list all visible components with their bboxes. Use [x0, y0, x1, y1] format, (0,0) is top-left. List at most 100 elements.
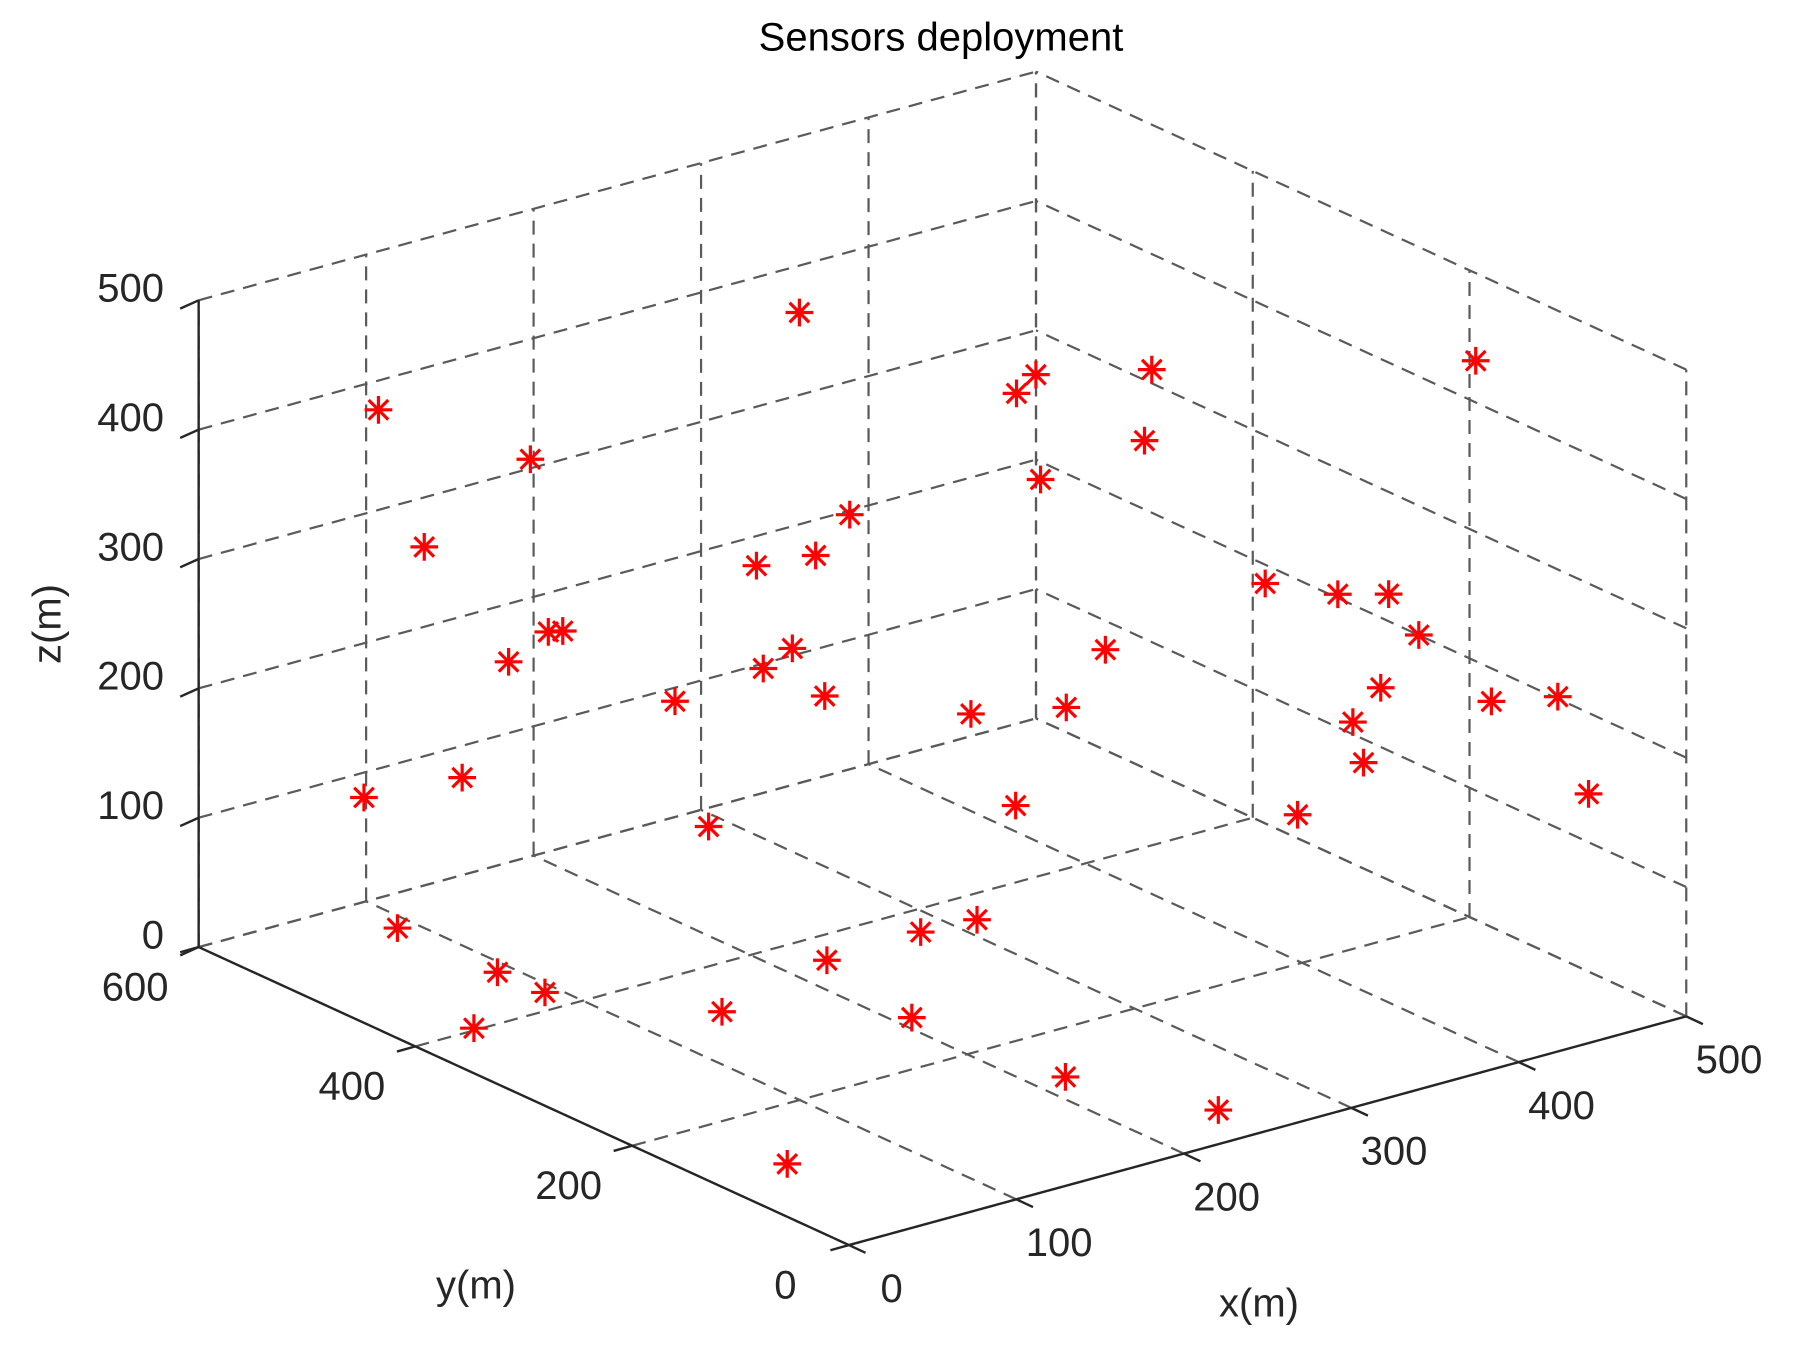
sensor-point — [801, 541, 830, 570]
sensor-point — [1461, 346, 1490, 375]
z-tick-label: 400 — [97, 396, 164, 440]
sensor-point — [516, 445, 545, 474]
z-tick-label: 300 — [97, 525, 164, 569]
sensor-point — [350, 783, 378, 812]
sensor-point — [1477, 687, 1506, 716]
grid-line — [1035, 70, 1687, 371]
z-tick — [179, 557, 200, 569]
sensor-point — [835, 500, 864, 529]
sensor-point — [1251, 569, 1280, 598]
sensor-point — [1349, 748, 1378, 777]
sensor-point — [813, 946, 841, 975]
z-tick-label: 500 — [97, 267, 164, 311]
z-tick — [179, 945, 200, 957]
sensor-point — [448, 763, 477, 792]
sensor-point — [1137, 355, 1166, 384]
sensor-point — [410, 533, 439, 561]
y-axis-label: y(m) — [436, 1264, 516, 1308]
z-tick-label: 100 — [97, 784, 164, 828]
sensor-point — [1404, 621, 1433, 649]
sensor-point — [1091, 635, 1120, 664]
sensor-point — [1026, 465, 1055, 494]
y-tick-label: 0 — [774, 1263, 796, 1307]
z-tick-label: 200 — [97, 655, 164, 699]
sensor-point — [708, 997, 736, 1026]
y-tick — [830, 1243, 850, 1252]
z-tick — [179, 299, 200, 310]
sensor-point — [1051, 1063, 1080, 1091]
x-tick-label: 0 — [881, 1267, 903, 1311]
grid-line — [198, 717, 1037, 949]
sensor-point — [531, 978, 559, 1007]
y-tick-label: 600 — [102, 965, 169, 1009]
grid-line — [198, 70, 1037, 302]
sensor-point — [694, 812, 723, 841]
grid-line — [198, 199, 1037, 431]
z-tick-label: 0 — [142, 913, 164, 957]
grid-line — [868, 763, 1520, 1064]
sensor-point — [483, 958, 512, 987]
sensor-point — [1323, 580, 1352, 609]
sensor-point — [1339, 708, 1367, 736]
sensor-point — [1130, 426, 1159, 455]
x-tick — [1015, 1198, 1034, 1209]
sensor-point — [749, 654, 778, 683]
x-tick-label: 400 — [1528, 1084, 1595, 1128]
x-tick-label: 500 — [1696, 1038, 1763, 1082]
y-axis-line — [198, 945, 850, 1247]
x-tick-label: 300 — [1361, 1130, 1428, 1174]
grid-line — [198, 587, 1037, 819]
sensor-point — [1022, 360, 1050, 389]
sensor-point — [1002, 379, 1031, 408]
x-tick — [1685, 1015, 1704, 1026]
sensor-point — [963, 905, 991, 934]
sensor-point — [364, 395, 393, 424]
y-tick-label: 200 — [535, 1164, 602, 1208]
grid-line — [1035, 458, 1687, 759]
sensor-point — [661, 687, 689, 716]
sensor-point — [1366, 673, 1395, 702]
sensor-point — [773, 1150, 802, 1178]
grid-line — [1035, 329, 1687, 630]
sensor-point — [494, 647, 523, 676]
grid-line — [700, 808, 1352, 1109]
grid-line — [631, 915, 1470, 1147]
sensor-point — [383, 914, 412, 942]
z-tick — [179, 428, 200, 440]
sensor-point — [778, 634, 807, 663]
grid-line — [198, 329, 1037, 561]
x-tick — [1350, 1106, 1369, 1117]
sensor-point — [785, 298, 814, 327]
z-axis-label: z(m) — [26, 584, 70, 664]
sensor-point — [957, 700, 985, 728]
sensor-point — [906, 918, 935, 946]
grid-line — [533, 854, 1185, 1155]
grid-line — [365, 900, 1017, 1201]
sensor-point — [1283, 800, 1312, 829]
y-tick — [613, 1144, 633, 1153]
grid-line — [1035, 717, 1687, 1018]
sensor-point — [1001, 791, 1030, 820]
sensor-point — [1543, 682, 1572, 711]
x-tick — [1518, 1061, 1536, 1071]
grid-line — [198, 458, 1037, 690]
x-axis-line — [848, 1015, 1687, 1247]
sensor-point — [548, 617, 577, 645]
sensor-point — [810, 682, 839, 710]
x-tick — [1183, 1152, 1201, 1163]
x-tick-label: 200 — [1193, 1175, 1260, 1219]
z-tick — [179, 687, 200, 698]
sensor-point — [1374, 580, 1403, 608]
x-tick-label: 100 — [1026, 1221, 1093, 1265]
sensor-point — [460, 1014, 488, 1043]
sensor-point — [1574, 780, 1603, 808]
sensor-point — [534, 618, 563, 646]
sensor-point — [897, 1003, 926, 1032]
grid-line — [1035, 588, 1687, 889]
x-axis-label: x(m) — [1219, 1282, 1299, 1326]
sensor-point — [1052, 693, 1081, 722]
grid-line — [415, 816, 1254, 1048]
